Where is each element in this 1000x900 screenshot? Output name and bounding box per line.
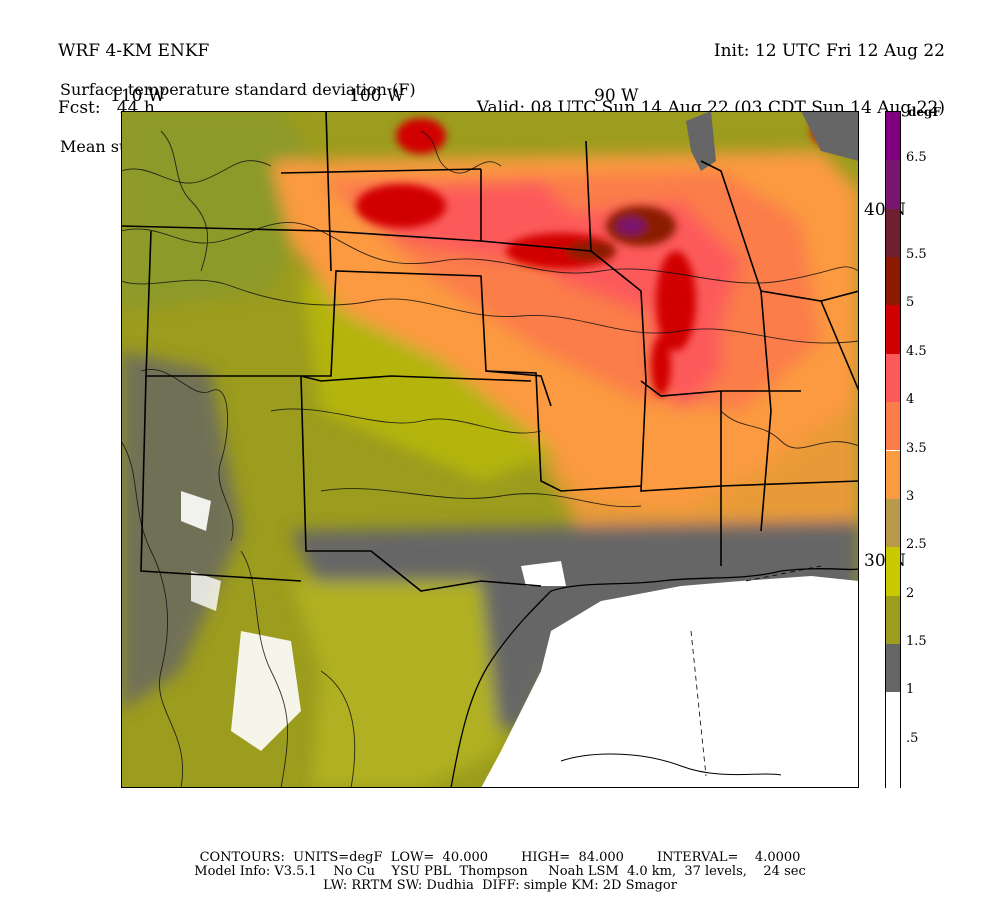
coastline-texas — [450, 590, 552, 788]
state-boundaries — [121, 111, 859, 592]
gulf-low-spread — [481, 576, 859, 788]
colorbar-title: degF — [908, 105, 941, 119]
colorbar-tick-label: 4 — [906, 392, 915, 408]
colorbar-bin — [886, 257, 900, 306]
colorbar-tick-label: 3 — [906, 488, 915, 504]
colorbar-bin — [886, 498, 900, 548]
colorbar-bin — [886, 595, 900, 644]
map-svg — [121, 111, 859, 788]
lon-label-90w: 90 W — [594, 86, 639, 106]
colorbar-bin — [886, 450, 900, 499]
lon-label-100w: 100 W — [349, 86, 405, 106]
coastline-gulf — [550, 568, 859, 592]
colorbar-bin — [886, 402, 900, 451]
colorbar-bin — [886, 160, 900, 209]
colorbar-bin — [886, 353, 900, 403]
shaded-field-title: Surface temperature standard deviation (… — [60, 80, 416, 99]
colorbar-tick-label: 2.5 — [906, 537, 927, 553]
colorbar-tick-label: 4.5 — [906, 343, 927, 359]
colorbar-tick-label: 1 — [906, 682, 915, 698]
colorbar-tick-label: 6.5 — [906, 150, 927, 166]
colorbar-bin — [886, 547, 900, 596]
colorbar-bin — [886, 740, 900, 789]
header-left: WRF 4-KM ENKF Fcst: 44 h — [58, 4, 209, 137]
desert-low-spread-a — [181, 491, 211, 531]
map-frame — [121, 111, 859, 788]
colorbar-tick-label: .5 — [906, 730, 919, 746]
great-lakes-east — [801, 111, 859, 161]
footer-model-info: Model Info: V3.5.1 No Cu YSU PBL Thompso… — [194, 864, 806, 879]
colorbar-bin — [886, 208, 900, 258]
colorbar-bin — [886, 112, 900, 161]
init-time: Init: 12 UTC Fri 12 Aug 22 — [713, 41, 945, 61]
high-spread-cores — [356, 113, 859, 396]
colorbar-tick-label: 1.5 — [906, 633, 927, 649]
colorbar-tick-label: 5 — [906, 295, 915, 311]
colorbar — [885, 111, 901, 789]
colorbar-tick-label: 2 — [906, 585, 915, 601]
coastal-boundary-dashed — [745, 565, 822, 582]
mexico-coast — [560, 753, 782, 776]
colorbar-bin — [886, 643, 900, 693]
lake-michigan — [686, 111, 716, 171]
footer-physics: LW: RRTM SW: Dudhia DIFF: simple KM: 2D … — [323, 878, 677, 893]
footer-contours: CONTOURS: UNITS=degF LOW= 40.000 HIGH= 8… — [199, 850, 801, 865]
colorbar-tick-label: 3.5 — [906, 440, 927, 456]
mexico-low-spread — [231, 631, 301, 751]
model-name: WRF 4-KM ENKF — [58, 41, 210, 61]
map-panel — [121, 111, 859, 788]
colorbar-bin — [886, 305, 900, 354]
lon-label-110w: 110 W — [110, 86, 166, 106]
louisiana-low-spread — [521, 561, 566, 586]
gulf-boundary-dashed — [690, 630, 707, 777]
temperature-contours — [121, 130, 859, 788]
colorbar-bin — [886, 692, 900, 741]
colorbar-tick-label: 5.5 — [906, 247, 927, 263]
desert-low-spread-b — [191, 571, 221, 611]
